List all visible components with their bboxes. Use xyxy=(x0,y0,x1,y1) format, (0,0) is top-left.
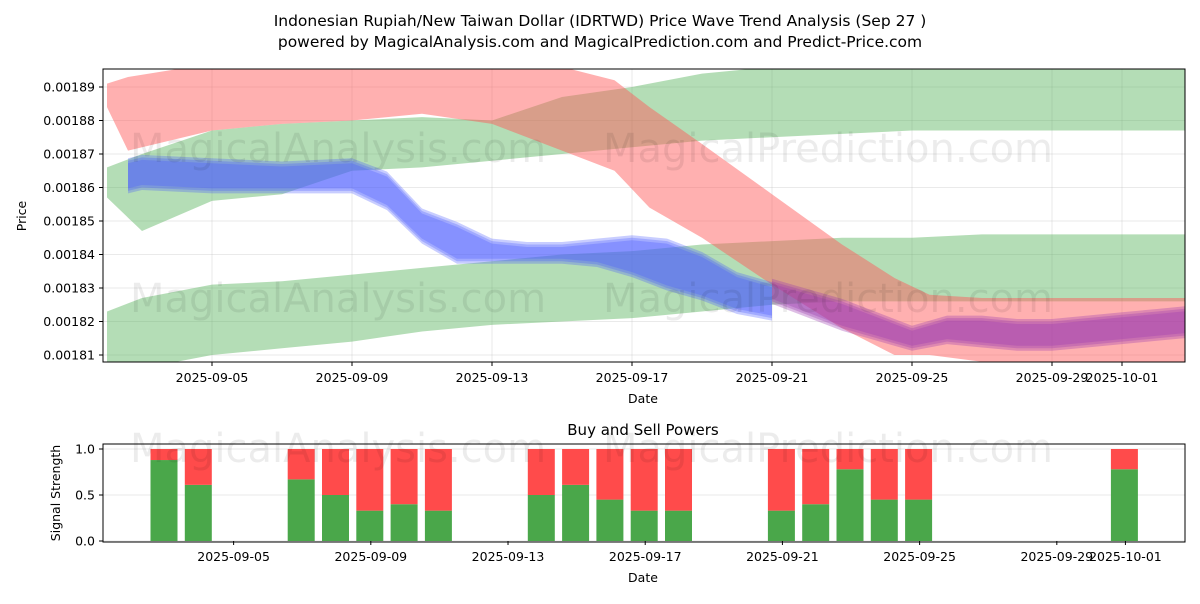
sell-bar xyxy=(287,449,315,480)
buy-bar xyxy=(322,495,349,541)
main-y-axis-label: Price xyxy=(14,200,29,231)
main-y-tick-label: 0.00182 xyxy=(43,314,95,329)
watermark-sub-left: MagicalAnalysis.com xyxy=(130,426,546,472)
main-x-tick-label: 2025-09-05 xyxy=(176,370,249,385)
sub-plot-frame xyxy=(102,443,1186,543)
watermark-top-right: MagicalPrediction.com xyxy=(603,126,1053,172)
green-lower-band xyxy=(107,234,1185,362)
buy-bar xyxy=(802,504,830,541)
main-x-tick-label: 2025-09-21 xyxy=(736,370,809,385)
main-x-tick-label: 2025-09-09 xyxy=(316,370,389,385)
red-descending-band xyxy=(107,69,1185,362)
sub-x-tick-label: 2025-09-29 xyxy=(1020,549,1093,564)
buy-bar xyxy=(1110,469,1138,541)
buy-bar xyxy=(870,499,898,541)
buy-bar xyxy=(527,495,555,541)
sell-bar xyxy=(630,449,658,511)
buy-bar xyxy=(390,504,418,541)
watermark-bottom-right: MagicalPrediction.com xyxy=(603,276,1053,322)
buy-bar xyxy=(836,469,864,541)
green-upper-band xyxy=(107,69,1185,232)
main-x-tick-label: 2025-09-13 xyxy=(456,370,529,385)
sell-bar xyxy=(836,449,864,470)
chart-subtitle: powered by MagicalAnalysis.com and Magic… xyxy=(278,33,922,51)
sell-bar xyxy=(356,449,384,511)
buy-bar xyxy=(905,499,933,541)
buy-sell-chart: Buy and Sell Powers MagicalAnalysis.com … xyxy=(48,421,1186,585)
buy-bar xyxy=(767,510,795,541)
sub-y-tick-label: 0.0 xyxy=(75,534,95,549)
sub-bars xyxy=(150,449,1138,541)
purple-forecast-band xyxy=(772,283,1185,346)
sell-bar xyxy=(184,449,212,485)
main-y-tick-label: 0.00189 xyxy=(43,80,95,95)
main-gridlines xyxy=(103,69,1185,362)
blue-price-wave xyxy=(128,154,772,321)
main-y-tick-label: 0.00185 xyxy=(43,214,95,229)
buy-bar xyxy=(424,510,452,541)
sell-bar xyxy=(150,449,178,461)
sell-bar xyxy=(1110,449,1138,470)
buy-bar xyxy=(184,484,212,541)
buy-bar xyxy=(287,479,315,541)
main-y-tick-label: 0.00184 xyxy=(43,247,95,262)
main-x-ticks: 2025-09-05 2025-09-09 2025-09-13 2025-09-17… xyxy=(176,362,1159,385)
main-y-tick-label: 0.00183 xyxy=(43,281,95,296)
sub-y-tick-label: 1.0 xyxy=(75,442,95,457)
sell-bar xyxy=(870,449,898,500)
main-x-tick-label: 2025-09-17 xyxy=(596,370,669,385)
sub-x-tick-label: 2025-09-05 xyxy=(197,549,270,564)
blue-price-wave xyxy=(128,159,772,316)
watermark-top-left: MagicalAnalysis.com xyxy=(130,126,546,172)
sell-bar xyxy=(424,449,452,511)
sell-bar xyxy=(767,449,795,511)
buy-bar xyxy=(665,510,692,541)
sub-x-axis-label: Date xyxy=(628,570,658,585)
main-y-tick-label: 0.00187 xyxy=(43,147,95,162)
chart-title: Indonesian Rupiah/New Taiwan Dollar (IDR… xyxy=(274,12,927,30)
buy-bar xyxy=(596,499,624,541)
sell-bar xyxy=(596,449,624,500)
sell-bar xyxy=(905,449,933,500)
sub-x-tick-label: 2025-09-09 xyxy=(334,549,407,564)
watermark-sub-right: MagicalPrediction.com xyxy=(603,426,1053,472)
purple-forecast-band xyxy=(772,281,1185,349)
watermark-bottom-left: MagicalAnalysis.com xyxy=(130,276,546,322)
sub-x-tick-label: 2025-09-25 xyxy=(883,549,956,564)
main-y-ticks: 0.00181 0.00182 0.00183 0.00184 0.00185 0.001… xyxy=(43,80,103,363)
sub-y-tick-label: 0.5 xyxy=(75,488,95,503)
main-x-tick-label: 2025-09-29 xyxy=(1016,370,1089,385)
sell-bar xyxy=(562,449,590,485)
blue-price-wave xyxy=(128,157,772,319)
buy-bar xyxy=(356,510,384,541)
sub-x-tick-label: 2025-09-17 xyxy=(609,549,682,564)
sub-x-tick-label: 2025-09-13 xyxy=(472,549,545,564)
buy-bar xyxy=(150,460,178,541)
sell-bar xyxy=(802,449,830,505)
buy-bar xyxy=(630,510,658,541)
sell-bar xyxy=(527,449,555,495)
price-wave-chart: MagicalAnalysis.com MagicalPrediction.co… xyxy=(14,68,1186,406)
main-y-tick-label: 0.00181 xyxy=(43,348,95,363)
sub-y-axis-label: Signal Strength xyxy=(48,445,63,541)
sell-bar xyxy=(665,449,692,511)
buy-bar xyxy=(562,484,590,541)
sub-x-tick-label: 2025-09-21 xyxy=(746,549,819,564)
main-y-tick-label: 0.00188 xyxy=(43,113,95,128)
main-y-tick-label: 0.00186 xyxy=(43,180,95,195)
main-bands xyxy=(107,69,1185,362)
sub-x-tick-label: 2025-10-01 xyxy=(1089,549,1162,564)
main-x-tick-label: 2025-09-25 xyxy=(876,370,949,385)
buy-sell-title: Buy and Sell Powers xyxy=(567,421,719,439)
main-plot-frame xyxy=(102,68,1186,363)
sub-y-ticks: 0.0 0.5 1.0 xyxy=(75,442,103,549)
sub-x-ticks: 2025-09-05 2025-09-09 2025-09-13 2025-09-17… xyxy=(197,541,1162,564)
sell-bar xyxy=(390,449,418,505)
sell-bar xyxy=(322,449,349,495)
main-x-axis-label: Date xyxy=(628,391,658,406)
main-x-tick-label: 2025-10-01 xyxy=(1086,370,1159,385)
purple-forecast-band xyxy=(772,278,1185,351)
